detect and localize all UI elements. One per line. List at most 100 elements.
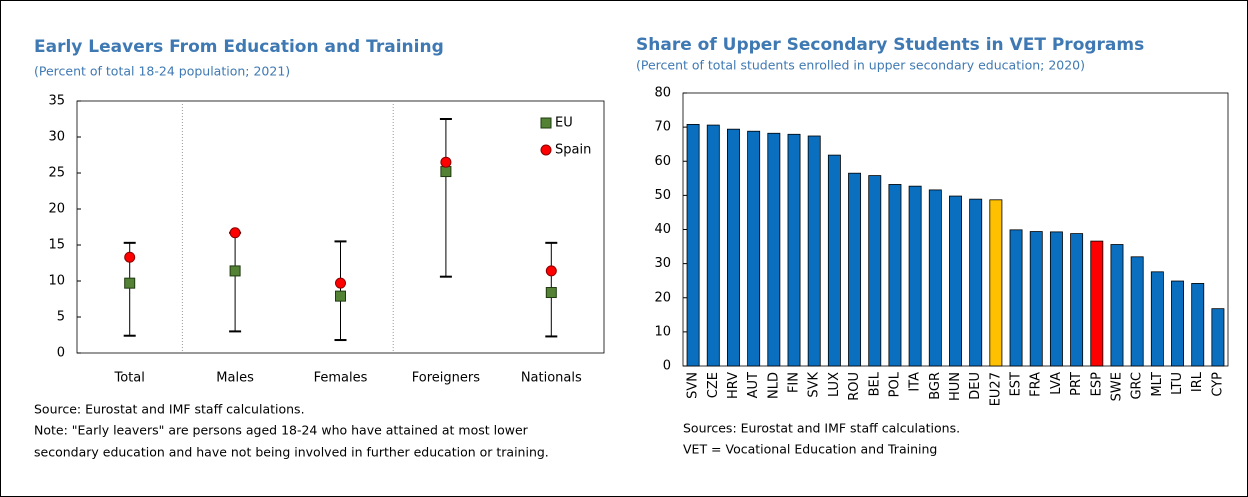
bar <box>706 124 720 367</box>
chart-subtitle: (Percent of total students enrolled in u… <box>636 58 1085 73</box>
bar <box>949 195 962 367</box>
x-tick-label: LVA <box>1049 372 1064 395</box>
bar <box>747 130 761 367</box>
legend-label: Spain <box>555 143 591 158</box>
x-tick-label: BGR <box>928 372 943 400</box>
y-tick-label: 60 <box>654 154 671 169</box>
eu-marker <box>440 166 452 178</box>
x-tick-label: CZE <box>706 372 721 398</box>
x-tick-label: Females <box>314 371 368 386</box>
y-tick-label: 20 <box>48 202 65 217</box>
x-tick-label: HRV <box>726 372 741 399</box>
x-tick-label: SVN <box>686 372 701 399</box>
bar <box>727 128 740 367</box>
y-tick-label: 30 <box>654 256 671 271</box>
x-tick-label: MLT <box>1150 372 1165 397</box>
spain-marker <box>440 156 452 168</box>
x-tick-label: Foreigners <box>412 371 480 386</box>
y-tick-label: 15 <box>48 238 65 253</box>
y-tick-label: 40 <box>654 222 671 237</box>
x-tick-label: EST <box>1009 372 1024 396</box>
eu-marker <box>229 265 241 277</box>
legend-marker <box>540 117 552 129</box>
x-tick-label: FIN <box>787 372 802 393</box>
note: Sources: Eurostat and IMF staff calculat… <box>683 421 960 436</box>
legend-marker <box>540 144 552 156</box>
x-tick-label: EU27 <box>988 372 1003 406</box>
bar <box>928 189 942 367</box>
y-tick-label: 20 <box>654 290 671 305</box>
bar <box>1090 240 1104 367</box>
x-tick-label: BEL <box>867 371 882 396</box>
y-tick-label: 25 <box>48 166 65 181</box>
x-tick-label: ITA <box>908 372 923 392</box>
y-tick-label: 10 <box>48 274 65 289</box>
y-tick-label: 0 <box>57 346 65 361</box>
x-tick-label: SVK <box>807 372 822 398</box>
x-tick-label: POL <box>887 371 902 397</box>
x-tick-label: HUN <box>948 372 963 401</box>
bar <box>888 184 902 367</box>
bar <box>1130 256 1144 367</box>
x-tick-label: NLD <box>766 372 781 399</box>
bar <box>1110 244 1124 367</box>
y-tick-label: 0 <box>663 359 671 374</box>
eu-marker <box>124 277 136 289</box>
y-tick-label: 5 <box>57 310 65 325</box>
bar <box>1191 283 1205 367</box>
bar <box>1150 271 1164 367</box>
bar <box>868 175 882 367</box>
eu-marker <box>335 290 346 302</box>
bar <box>1211 308 1225 367</box>
x-tick-label: FRA <box>1029 372 1044 397</box>
y-tick-label: 70 <box>654 120 671 135</box>
bar <box>969 198 983 367</box>
note: VET = Vocational Education and Training <box>683 442 937 457</box>
y-tick-label: 80 <box>654 86 671 101</box>
spain-marker <box>335 277 346 289</box>
x-tick-label: IRL <box>1190 371 1205 392</box>
x-tick-label: GRC <box>1130 372 1145 400</box>
x-tick-label: ESP <box>1089 372 1104 396</box>
bar <box>848 172 862 367</box>
bar <box>1171 280 1184 367</box>
bar <box>686 123 700 367</box>
y-tick-label: 30 <box>48 130 65 145</box>
x-tick-label: AUT <box>746 372 761 398</box>
bar <box>1009 229 1023 367</box>
bar <box>1070 233 1084 367</box>
spain-marker <box>229 227 241 239</box>
x-tick-label: LTU <box>1170 372 1185 395</box>
x-tick-label: Males <box>216 371 254 386</box>
spain-marker <box>545 265 557 277</box>
bar <box>787 133 801 367</box>
bar <box>989 199 1003 367</box>
eu-marker <box>545 287 557 299</box>
x-tick-label: PRT <box>1069 372 1084 396</box>
plot-frame <box>76 100 605 354</box>
x-tick-label: Nationals <box>521 371 582 386</box>
x-tick-label: SWE <box>1109 372 1124 401</box>
chart-title: Share of Upper Secondary Students in VET… <box>636 35 1144 55</box>
x-tick-label: ROU <box>847 372 862 401</box>
note: Source: Eurostat and IMF staff calculati… <box>34 402 305 417</box>
x-tick-label: Total <box>114 371 145 386</box>
bar <box>767 132 781 367</box>
note: Note: "Early leavers" are persons aged 1… <box>34 423 529 438</box>
spain-marker <box>124 251 136 263</box>
legend-label: EU <box>555 116 573 131</box>
bar <box>908 185 922 367</box>
bar <box>807 135 821 367</box>
x-tick-label: CYP <box>1210 372 1225 397</box>
y-tick-label: 50 <box>654 188 671 203</box>
bar <box>827 154 841 367</box>
x-tick-label: DEU <box>968 372 983 400</box>
bar <box>1029 231 1043 367</box>
chart-title: Early Leavers From Education and Trainin… <box>34 37 444 57</box>
y-tick-label: 10 <box>654 324 671 339</box>
y-tick-label: 35 <box>48 94 65 109</box>
note: secondary education and have not being i… <box>34 445 549 460</box>
bar <box>1049 231 1063 367</box>
x-tick-label: LUX <box>827 372 842 397</box>
